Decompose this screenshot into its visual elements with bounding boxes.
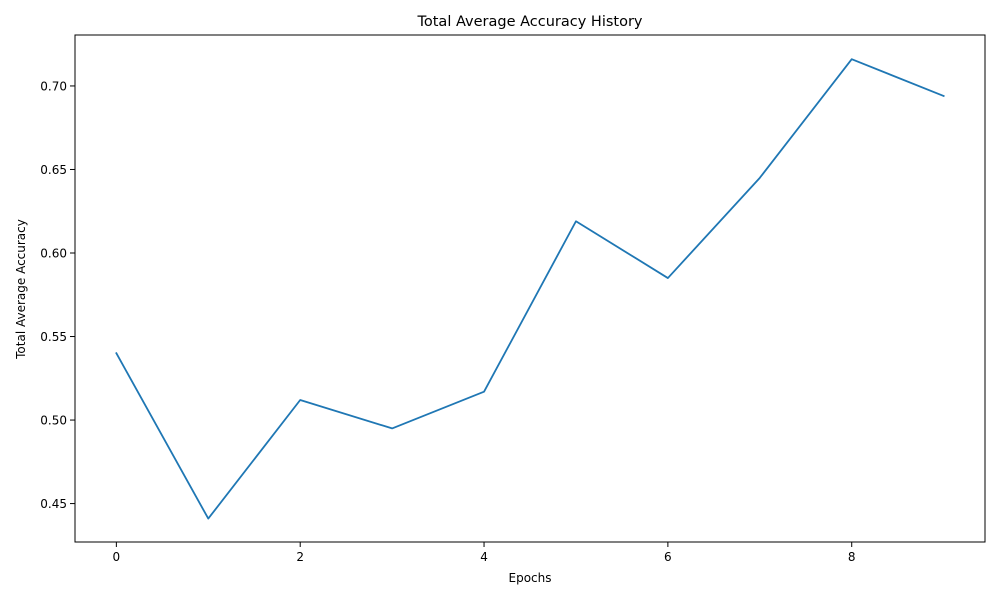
y-tick-label: 0.55 [40,330,67,344]
x-tick-label: 6 [664,550,672,564]
series-line-0 [115,58,945,520]
y-tick-label: 0.65 [40,163,67,177]
x-tick-label: 4 [480,550,488,564]
y-tick-label: 0.70 [40,79,67,93]
x-axis-label: Epochs [509,571,552,585]
x-tick-label: 0 [113,550,121,564]
y-axis-label: Total Average Accuracy [14,219,28,360]
chart-title: Total Average Accuracy History [416,14,642,30]
y-tick-label: 0.50 [40,414,67,428]
axes-frame [74,34,986,543]
plot-area: 0 2 4 6 8 0.45 0.50 0.55 0.60 0.65 0.70 [40,34,986,564]
x-tick-label: 2 [296,550,304,564]
y-tick-label: 0.45 [40,497,67,511]
y-tick-label: 0.60 [40,247,67,261]
x-tick-label: 8 [848,550,856,564]
